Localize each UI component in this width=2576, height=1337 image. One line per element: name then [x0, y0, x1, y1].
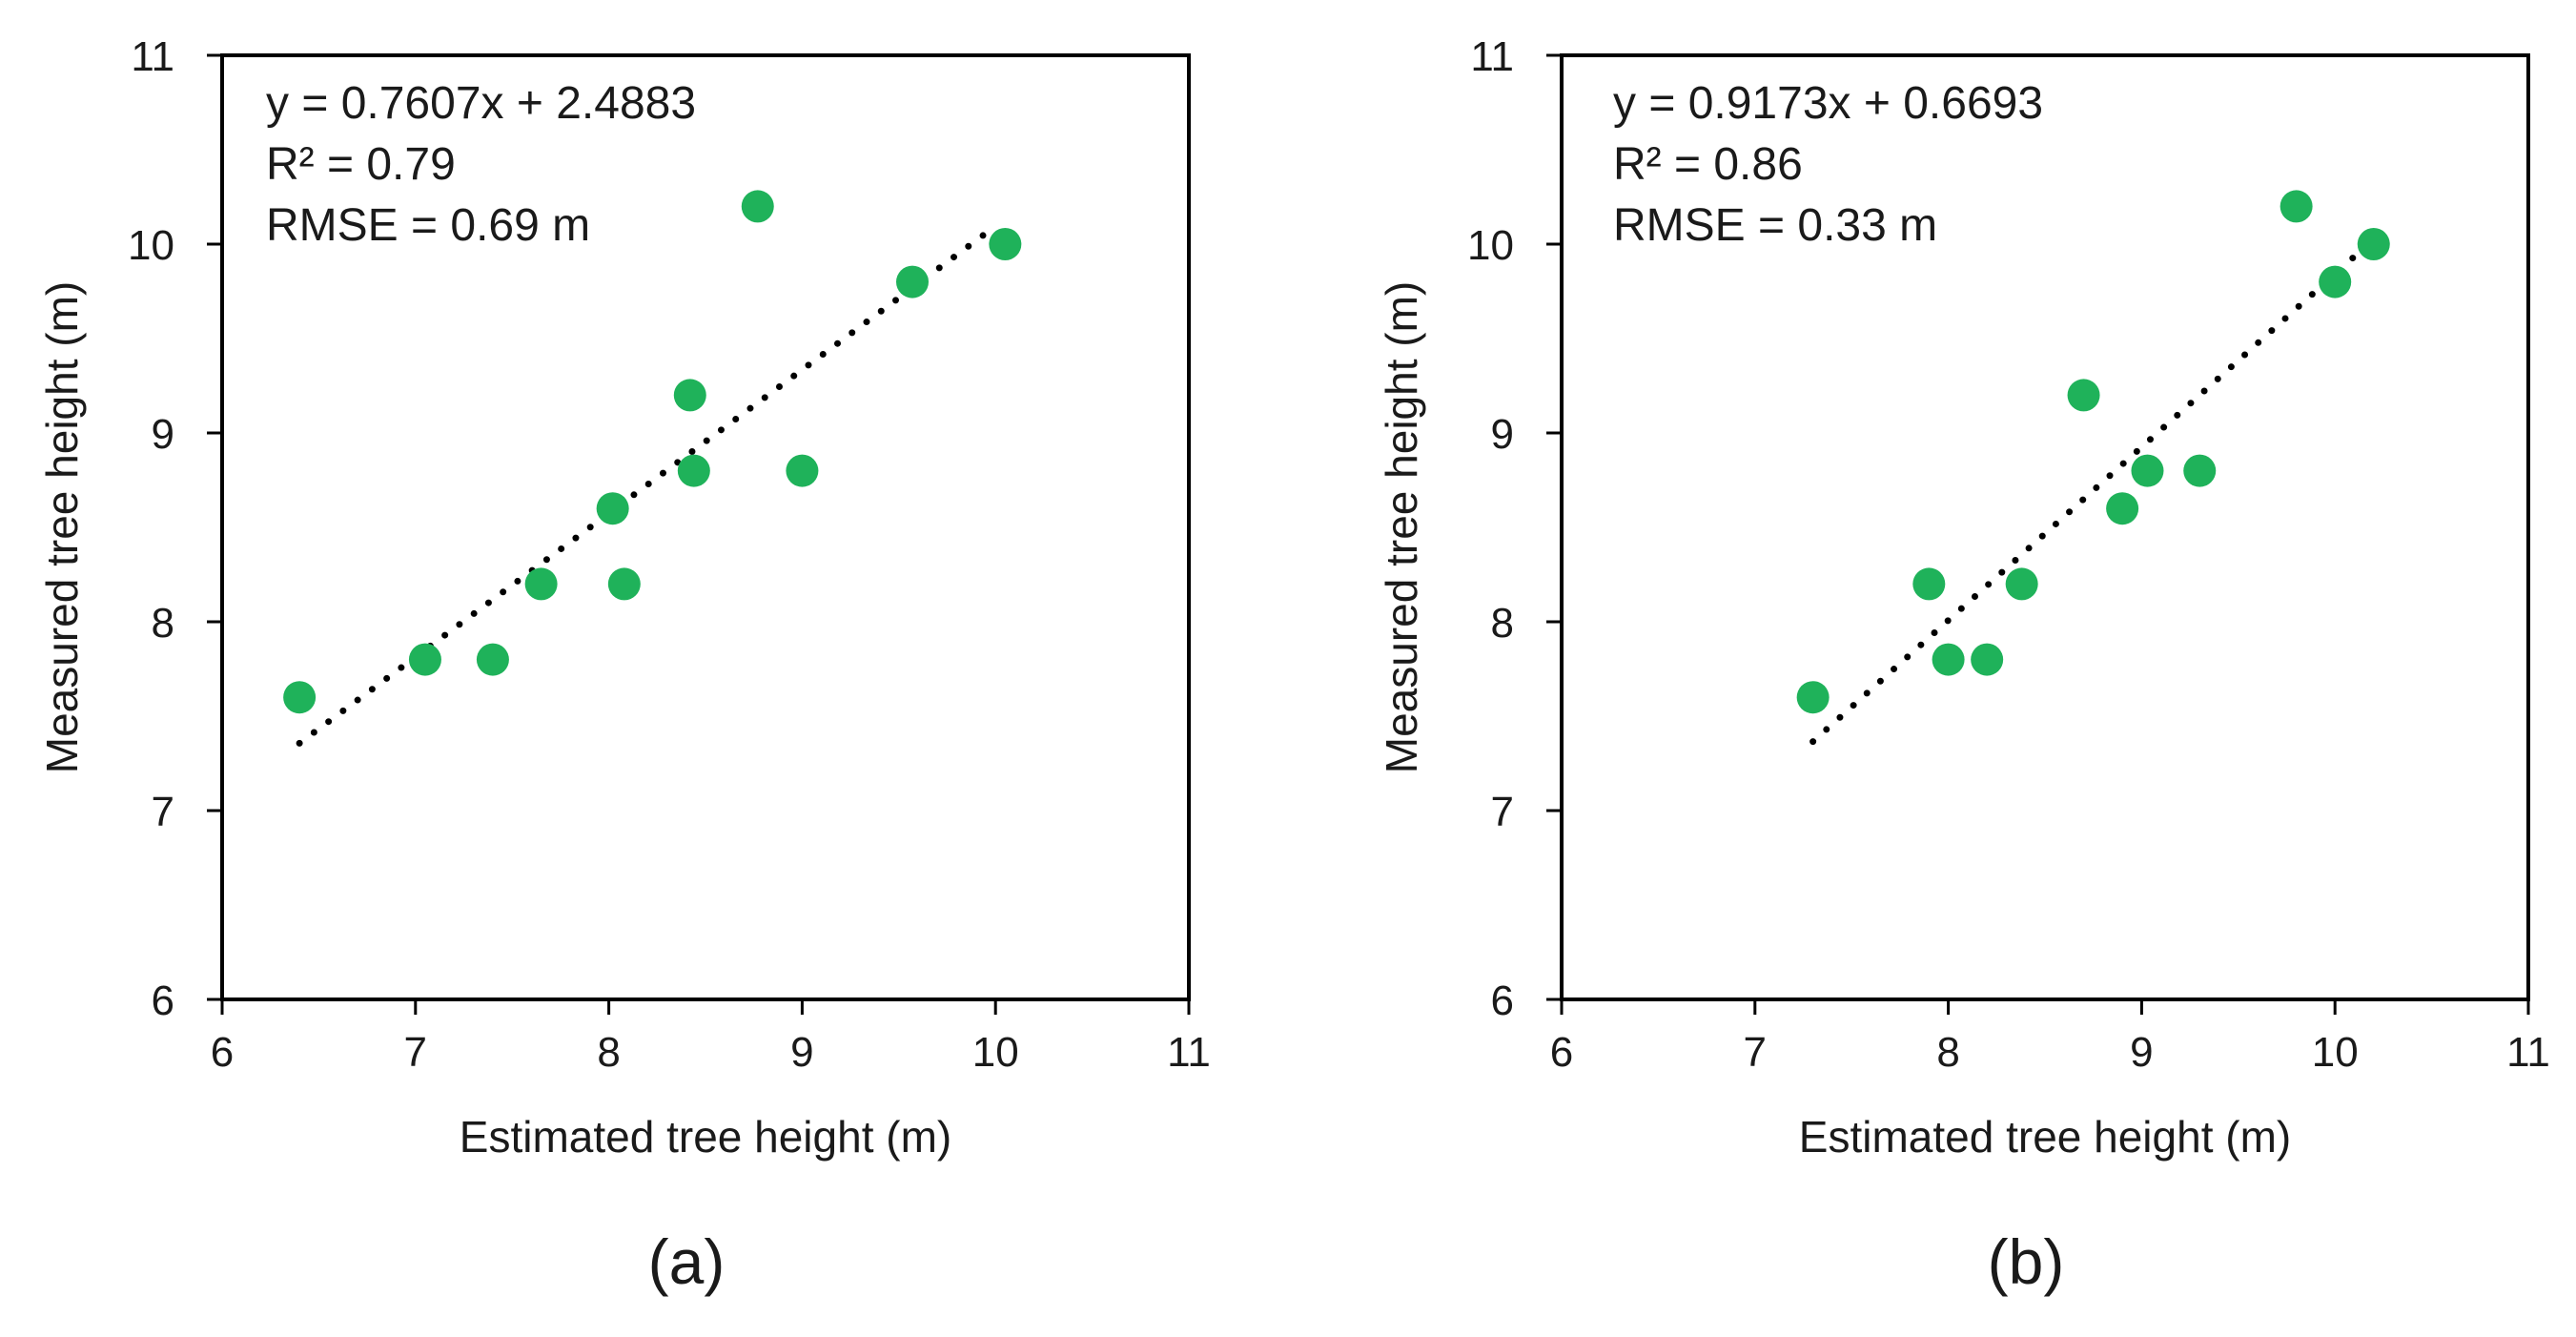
x-tick-label: 11: [2506, 1029, 2550, 1076]
plot-frame: [1560, 53, 2530, 1001]
data-point: [677, 454, 710, 487]
annotation-equation: y = 0.9173x + 0.6693: [1613, 78, 2043, 129]
y-tick-label: 10: [128, 222, 174, 269]
x-tick-label: 11: [1167, 1029, 1211, 1076]
data-point: [1796, 681, 1830, 714]
annotation-rmse: RMSE = 0.33 m: [1613, 200, 1937, 251]
annotation-r-squared: R² = 0.79: [266, 139, 456, 190]
y-tick-label: 7: [152, 789, 174, 835]
data-point: [1932, 643, 1965, 676]
data-point: [786, 454, 819, 487]
data-point: [2067, 379, 2100, 412]
data-point: [2183, 454, 2217, 487]
x-tick-label: 10: [972, 1029, 1019, 1076]
data-point: [408, 643, 441, 676]
data-point: [524, 567, 558, 601]
y-tick-label: 9: [152, 411, 174, 458]
x-axis-title: Estimated tree height (m): [1799, 1112, 2291, 1162]
y-tick-label: 8: [1491, 600, 1514, 647]
data-point: [741, 190, 774, 223]
data-point: [673, 379, 706, 412]
data-point: [2005, 567, 2038, 601]
annotation-equation: y = 0.7607x + 2.4883: [266, 78, 696, 129]
x-tick-label: 6: [211, 1029, 234, 1076]
data-point: [596, 492, 629, 525]
y-tick-label: 9: [1491, 411, 1514, 458]
x-tick-label: 9: [790, 1029, 813, 1076]
y-tick-label: 11: [1470, 33, 1514, 80]
data-point: [2319, 265, 2352, 298]
data-point: [283, 681, 317, 714]
panel-label: (a): [648, 1226, 726, 1297]
y-tick-label: 11: [131, 33, 174, 80]
x-axis-title: Estimated tree height (m): [460, 1112, 951, 1162]
annotation-r-squared: R² = 0.86: [1613, 139, 1803, 190]
data-point: [607, 567, 641, 601]
trendline: [1809, 236, 2378, 746]
panel-b: 6 7 8 9 10 11 6 7 8 9 10 11 Estimated tree height (m…: [1377, 33, 2550, 1297]
trendline: [296, 222, 999, 747]
data-point: [989, 228, 1022, 260]
x-tick-label: 8: [597, 1029, 620, 1076]
x-tick-label: 7: [404, 1029, 427, 1076]
x-tick-label: 9: [2130, 1029, 2153, 1076]
data-point: [1912, 567, 1946, 601]
data-point: [2131, 454, 2164, 487]
data-point: [895, 265, 929, 298]
y-tick-label: 6: [152, 977, 174, 1024]
y-tick-label: 8: [152, 600, 174, 647]
data-point: [1971, 643, 2004, 676]
y-axis-title: Measured tree height (m): [37, 281, 87, 773]
data-point: [2357, 228, 2390, 260]
x-tick-label: 7: [1744, 1029, 1767, 1076]
panel-a: 6 7 8 9 10 11 6 7 8 9 10 11 Estimated tree height (m…: [37, 33, 1211, 1297]
x-tick-label: 10: [2312, 1029, 2359, 1076]
data-point: [2280, 190, 2313, 223]
y-tick-label: 10: [1467, 222, 1514, 269]
data-point: [2106, 492, 2139, 525]
annotation-rmse: RMSE = 0.69 m: [266, 200, 590, 251]
data-point: [476, 643, 509, 676]
plot-frame: [220, 53, 1191, 1001]
y-tick-label: 7: [1491, 789, 1514, 835]
x-tick-label: 6: [1550, 1029, 1573, 1076]
panel-label: (b): [1988, 1226, 2065, 1297]
x-tick-label: 8: [1936, 1029, 1959, 1076]
y-tick-label: 6: [1491, 977, 1514, 1024]
y-axis-title: Measured tree height (m): [1377, 281, 1426, 773]
